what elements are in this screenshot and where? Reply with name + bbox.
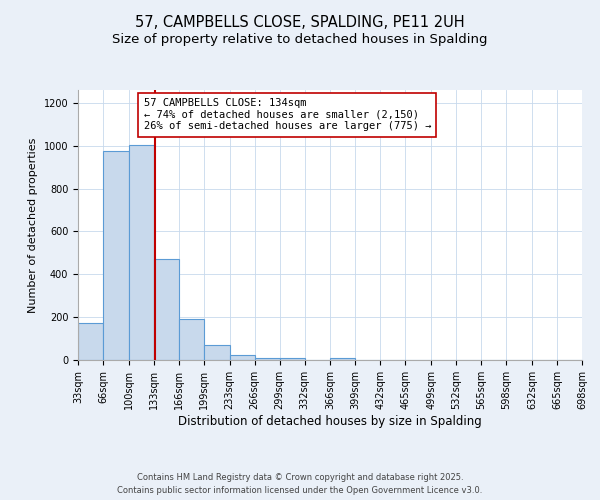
Bar [331, 358, 355, 360]
Bar [179, 320, 204, 360]
Bar [78, 322, 103, 360]
Y-axis label: Number of detached properties: Number of detached properties [28, 138, 38, 312]
Bar [154, 260, 179, 360]
X-axis label: Distribution of detached houses by size in Spalding: Distribution of detached houses by size … [178, 414, 482, 428]
Bar [230, 356, 254, 360]
Bar [129, 144, 154, 360]
Text: 57, CAMPBELLS CLOSE, SPALDING, PE11 2UH: 57, CAMPBELLS CLOSE, SPALDING, PE11 2UH [135, 15, 465, 30]
Text: Size of property relative to detached houses in Spalding: Size of property relative to detached ho… [112, 32, 488, 46]
Bar [103, 151, 129, 360]
Text: 57 CAMPBELLS CLOSE: 134sqm
← 74% of detached houses are smaller (2,150)
26% of s: 57 CAMPBELLS CLOSE: 134sqm ← 74% of deta… [143, 98, 431, 132]
Text: Contains HM Land Registry data © Crown copyright and database right 2025.
Contai: Contains HM Land Registry data © Crown c… [118, 473, 482, 495]
Bar [254, 358, 280, 360]
Bar [280, 358, 305, 360]
Bar [204, 345, 230, 360]
